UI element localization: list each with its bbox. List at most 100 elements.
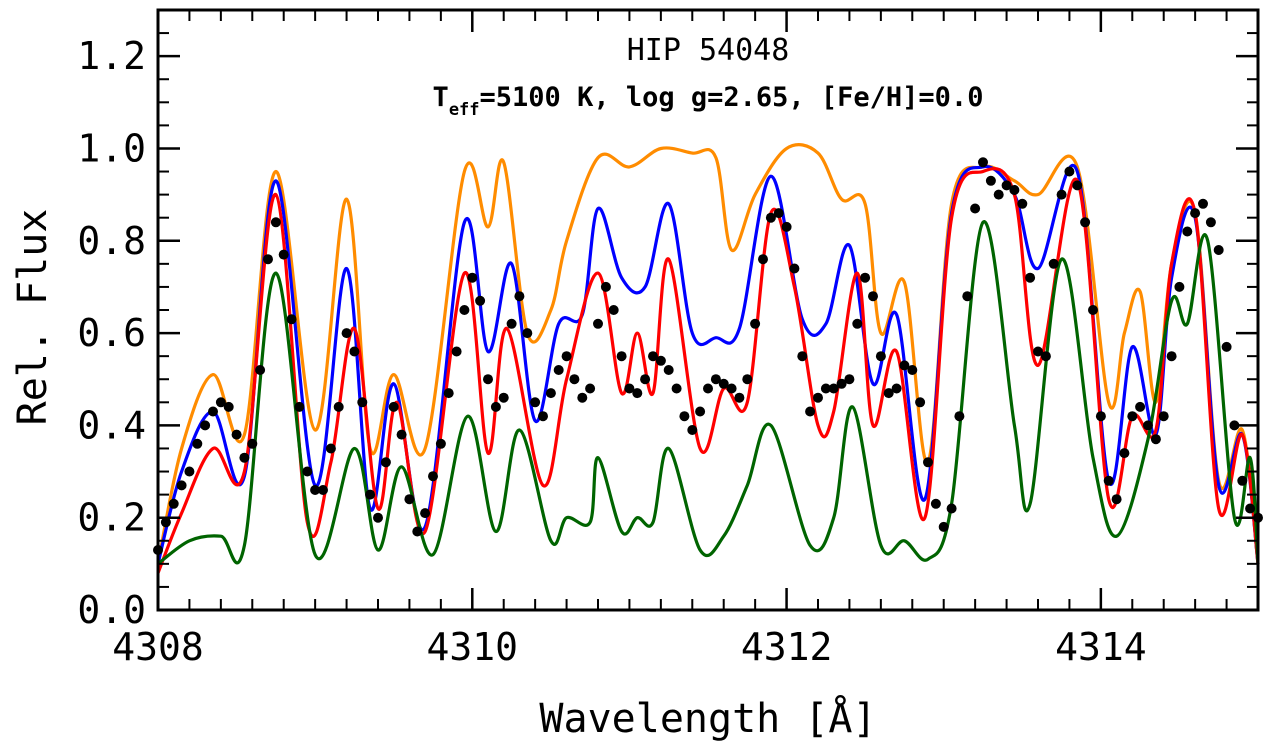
observed-point: [820, 383, 831, 394]
observed-point: [365, 489, 376, 500]
observed-point: [1245, 503, 1256, 514]
observed-point: [632, 388, 643, 399]
observed-point: [616, 351, 627, 362]
observed-point: [985, 175, 996, 186]
observed-point: [1080, 217, 1091, 228]
observed-point: [828, 383, 839, 394]
observed-point: [396, 429, 407, 440]
observed-point: [1001, 180, 1012, 191]
observed-point: [388, 401, 399, 412]
observed-point: [435, 438, 446, 449]
observed-point: [569, 374, 580, 385]
observed-point: [1127, 411, 1138, 422]
observed-point: [1095, 411, 1106, 422]
observed-point: [255, 365, 266, 375]
observed-point: [1056, 189, 1067, 200]
observed-point: [1064, 166, 1075, 177]
y-tick-label: 0.6: [77, 311, 146, 355]
observed-point: [1182, 226, 1193, 237]
observed-point: [734, 392, 745, 403]
model-line-red: [156, 167, 1260, 574]
x-tick-label: 4314: [1055, 625, 1147, 669]
observed-point: [223, 401, 234, 412]
observed-point: [663, 365, 674, 375]
observed-point: [294, 401, 305, 412]
observed-point: [310, 485, 321, 495]
observed-point: [467, 272, 478, 283]
observed-point: [483, 374, 493, 385]
observed-point: [553, 365, 564, 375]
observed-point: [530, 397, 541, 408]
observed-point: [930, 498, 941, 509]
observed-point: [443, 388, 454, 399]
observed-point: [860, 272, 871, 283]
observed-point: [357, 397, 368, 408]
observed-point: [993, 189, 1004, 200]
observed-point: [1198, 198, 1208, 209]
observed-point: [1135, 401, 1146, 412]
observed-point: [710, 374, 721, 385]
observed-point: [640, 374, 651, 385]
observed-point: [1190, 208, 1201, 219]
subtitle-t: T: [433, 82, 449, 113]
observed-point: [938, 521, 949, 532]
observed-point: [1033, 346, 1043, 357]
observed-point: [915, 397, 926, 408]
y-tick-label: 1.2: [77, 34, 146, 78]
observed-point: [593, 318, 603, 329]
observed-point: [325, 443, 336, 454]
observed-point: [624, 383, 635, 394]
observed-point: [585, 383, 596, 394]
observed-point: [703, 383, 713, 394]
observed-point: [655, 355, 666, 366]
observed-point: [781, 221, 792, 232]
observed-point: [946, 503, 957, 514]
model-line-green: [157, 220, 1260, 566]
observed-point: [813, 392, 823, 403]
subtitle-t-sub: eff: [449, 100, 480, 120]
observed-point: [1009, 185, 1020, 195]
observed-point: [160, 517, 171, 528]
observed-point: [718, 378, 729, 389]
observed-point: [805, 406, 816, 417]
observed-point: [852, 318, 863, 329]
x-tick-label: 4308: [112, 625, 204, 669]
observed-point: [1017, 198, 1028, 209]
observed-point: [773, 208, 784, 219]
observed-point: [1229, 420, 1240, 431]
observed-point: [263, 254, 273, 265]
y-axis-title: Rel. Flux: [10, 209, 56, 426]
observed-point: [608, 305, 619, 315]
chart-subtitle: Teff=5100 K, log g=2.65, [Fe/H]=0.0: [433, 82, 984, 120]
y-tick-label: 0.2: [77, 496, 146, 540]
observed-point: [648, 351, 658, 362]
observed-point: [577, 392, 588, 403]
observed-point: [1040, 351, 1051, 362]
observed-point: [883, 388, 894, 399]
observed-point: [954, 411, 965, 422]
observed-point: [176, 480, 187, 491]
observed-point: [168, 498, 179, 509]
observed-point: [302, 466, 313, 477]
observed-point: [498, 392, 509, 403]
observed-point: [1166, 351, 1177, 362]
subtitle-rest: =5100 K, log g=2.65, [Fe/H]=0.0: [480, 82, 984, 113]
observed-point: [428, 471, 438, 482]
observed-point: [742, 374, 753, 385]
observed-point: [962, 291, 973, 302]
observed-point: [600, 281, 611, 292]
observed-point: [1119, 448, 1130, 459]
observed-point: [1088, 305, 1098, 315]
observed-point: [687, 425, 698, 435]
observed-point: [1111, 494, 1122, 505]
observed-point: [545, 388, 556, 399]
observed-point: [506, 318, 517, 329]
observed-point: [459, 305, 470, 315]
observed-point: [789, 263, 800, 274]
observed-point: [420, 508, 431, 519]
observed-point: [1150, 434, 1161, 445]
observed-point: [404, 494, 415, 505]
y-tick-label: 0.0: [77, 588, 146, 632]
observed-point: [349, 346, 360, 357]
